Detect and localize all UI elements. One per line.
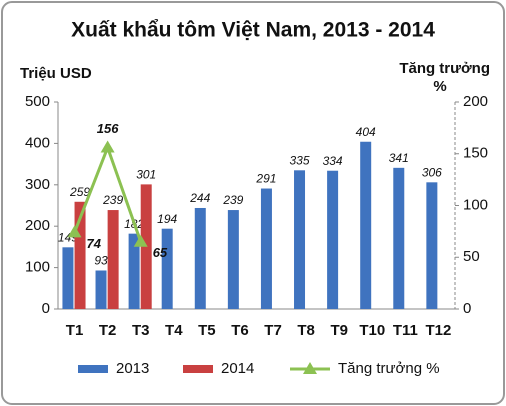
data-label: 194	[157, 212, 177, 226]
data-label: 291	[255, 172, 276, 186]
bar	[327, 170, 339, 309]
data-label: 239	[222, 193, 243, 207]
data-label: 259	[69, 185, 90, 199]
y2-axis-label: %	[433, 78, 446, 95]
y-tick-label: 0	[42, 300, 50, 317]
bar	[74, 201, 86, 309]
data-label: 306	[422, 165, 442, 179]
y-tick-label: 100	[25, 259, 50, 276]
x-tick-label: T11	[393, 322, 418, 339]
bar	[194, 207, 206, 309]
x-tick-label: T2	[99, 322, 117, 339]
data-label: 335	[290, 153, 310, 167]
y2-tick-label: 0	[463, 300, 471, 317]
data-label: 404	[356, 125, 376, 139]
x-tick-label: T4	[165, 322, 183, 339]
bar	[393, 167, 405, 309]
legend-swatch	[78, 365, 108, 373]
bar	[227, 210, 239, 309]
y-tick-label: 300	[25, 176, 50, 193]
data-label: 65	[153, 245, 168, 260]
bar	[161, 228, 173, 309]
line-marker	[133, 234, 148, 247]
x-tick-label: T6	[231, 322, 249, 339]
bar	[62, 247, 74, 309]
data-label: 156	[97, 121, 119, 136]
x-tick-label: T1	[66, 322, 84, 339]
legend-swatch	[183, 365, 213, 373]
bar	[360, 141, 372, 309]
line-marker	[100, 140, 115, 153]
legend-label: 2013	[116, 360, 149, 377]
y-tick-label: 200	[25, 217, 50, 234]
y2-tick-label: 150	[463, 145, 488, 162]
x-tick-label: T12	[426, 322, 452, 339]
x-tick-label: T7	[264, 322, 282, 339]
legend-label: 2014	[221, 360, 254, 377]
y-axis-label: Triệu USD	[20, 65, 92, 82]
bar	[260, 188, 272, 309]
y2-tick-label: 200	[463, 93, 488, 110]
bar	[426, 182, 438, 309]
legend-swatch	[303, 362, 317, 374]
x-tick-label: T9	[330, 322, 348, 339]
data-label: 301	[136, 168, 156, 182]
bar	[128, 233, 140, 309]
bar	[107, 210, 119, 309]
x-tick-label: T3	[132, 322, 150, 339]
bar	[294, 170, 306, 309]
y-tick-label: 400	[25, 134, 50, 151]
line-marker	[67, 225, 82, 238]
data-label: 239	[102, 193, 123, 207]
x-tick-label: T10	[359, 322, 385, 339]
legend-label: Tăng trưởng %	[338, 360, 440, 377]
bar	[95, 270, 107, 309]
data-label: 341	[389, 151, 409, 165]
data-label: 74	[87, 236, 102, 251]
data-label: 93	[94, 254, 108, 268]
x-tick-label: T8	[297, 322, 315, 339]
data-label: 244	[189, 191, 210, 205]
x-tick-label: T5	[198, 322, 216, 339]
y2-axis-label: Tăng trưởng	[399, 60, 490, 77]
data-label: 334	[323, 154, 343, 168]
y2-tick-label: 100	[463, 196, 488, 213]
chart-title: Xuất khẩu tôm Việt Nam, 2013 - 2014	[71, 19, 435, 42]
y2-tick-label: 50	[463, 248, 480, 265]
y-tick-label: 500	[25, 93, 50, 110]
